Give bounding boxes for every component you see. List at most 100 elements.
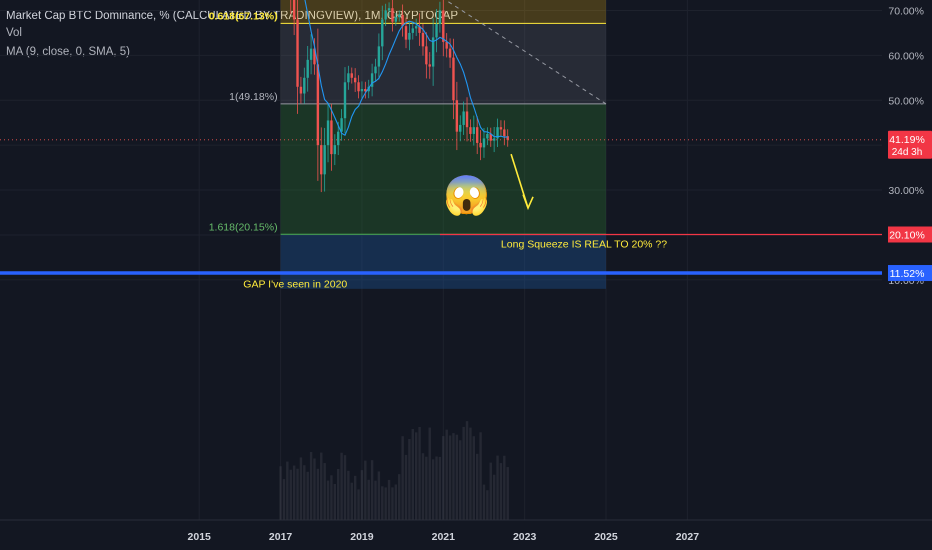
candle-body <box>357 82 360 92</box>
candle-body <box>292 0 296 20</box>
current-price-badge[interactable] <box>888 130 932 159</box>
candle-body <box>340 118 343 132</box>
volume-bar <box>316 468 320 520</box>
y-tick-label: 70.00% <box>888 5 924 17</box>
volume-bar <box>445 429 448 520</box>
candle-body <box>299 86 303 94</box>
fib-label: 1.618(20.15%) <box>209 221 278 233</box>
x-tick-label: 2019 <box>350 531 374 543</box>
candle-body <box>472 127 476 134</box>
volume-bar <box>482 484 486 520</box>
candle-body <box>462 111 465 125</box>
current-price-label: 41.19% <box>889 134 925 146</box>
candle-body <box>459 124 462 132</box>
chart-title: Market Cap BTC Dominance, % (CALCULATED … <box>6 10 459 22</box>
x-tick-label: 2025 <box>594 531 618 543</box>
scream-emoji: 😱 <box>443 174 490 218</box>
fib-label: 1(49.18%) <box>229 91 277 103</box>
annotation-long-squeeze[interactable]: Long Squeeze IS REAL TO 20% ?? <box>501 239 667 251</box>
volume-bar <box>343 455 347 520</box>
volume-bar <box>296 468 299 520</box>
gap-badge[interactable] <box>888 265 932 282</box>
candle-body <box>347 73 350 83</box>
volume-bar <box>279 466 282 520</box>
volume-bar <box>408 438 411 520</box>
candle-body <box>381 19 384 47</box>
volume-bar <box>435 456 438 520</box>
candle-body <box>326 120 330 146</box>
candle-body <box>442 10 445 42</box>
volume-bar <box>326 480 330 520</box>
candle-body <box>316 64 320 146</box>
arrow-head-icon <box>522 194 534 211</box>
candle-body <box>398 14 401 18</box>
candle-body <box>506 136 509 140</box>
y-tick-label: 30.00% <box>888 185 924 197</box>
volume-bar <box>414 432 418 520</box>
candle-body <box>337 131 340 146</box>
candle-body <box>435 23 438 38</box>
fib-label: 0.618(67.13%) <box>209 10 278 22</box>
volume-bar <box>306 471 309 520</box>
volume-legend[interactable]: Vol <box>6 27 22 39</box>
volume-bar <box>394 484 398 520</box>
volume-bar <box>289 469 292 520</box>
volume-bar <box>347 470 350 520</box>
volume-bar <box>421 453 425 520</box>
volume-bar <box>377 471 381 520</box>
candle-body <box>330 120 333 155</box>
candle-body <box>387 8 391 11</box>
candle-body <box>448 48 452 58</box>
candle-body <box>438 10 442 24</box>
candle-body <box>469 127 472 134</box>
candle-body <box>313 48 316 65</box>
candle-body <box>323 145 326 175</box>
volume-bar <box>448 435 452 520</box>
volume-bar <box>506 467 509 520</box>
volume-bar <box>442 436 445 520</box>
x-tick-label: 2027 <box>676 531 700 543</box>
candle-body <box>428 64 431 67</box>
candle-body <box>367 86 370 92</box>
candle-body <box>476 127 479 143</box>
volume-bar <box>333 483 337 520</box>
y-tick-label: 50.00% <box>888 95 924 107</box>
candle-body <box>431 37 435 67</box>
candle-body <box>482 138 486 148</box>
candle-body <box>391 8 394 22</box>
candle-body <box>486 133 489 139</box>
candle-body <box>489 133 492 141</box>
fib-zone <box>280 234 607 289</box>
candle-countdown-label: 24d 3h <box>892 147 923 158</box>
volume-bar <box>411 428 414 520</box>
candle-body <box>452 57 455 101</box>
candle-body <box>309 48 313 60</box>
annotation-gap[interactable]: GAP I've seen in 2020 <box>243 278 347 290</box>
target-badge-label: 20.10% <box>889 230 925 242</box>
x-tick-label: 2021 <box>432 531 456 543</box>
volume-bar <box>489 462 492 520</box>
volume-bar <box>398 474 401 520</box>
candle-body <box>320 145 323 175</box>
candle-body <box>414 26 418 29</box>
volume-bar <box>292 465 296 520</box>
candle-body <box>425 46 428 65</box>
candle-body <box>408 32 411 40</box>
candle-body <box>479 142 482 148</box>
volume-bar <box>330 475 333 520</box>
target-badge[interactable] <box>888 226 932 243</box>
candle-body <box>343 82 347 119</box>
gap-badge-label: 11.52% <box>890 268 925 280</box>
volume-bar <box>370 460 374 520</box>
volume-bar <box>492 474 496 520</box>
candle-body <box>411 28 414 33</box>
volume-bar <box>303 465 306 520</box>
volume-bar <box>360 470 364 520</box>
volume-bar <box>404 454 408 520</box>
volume-bar <box>299 457 303 520</box>
x-tick-label: 2015 <box>188 531 212 543</box>
volume-bar <box>462 426 465 520</box>
candle-body <box>377 46 381 67</box>
